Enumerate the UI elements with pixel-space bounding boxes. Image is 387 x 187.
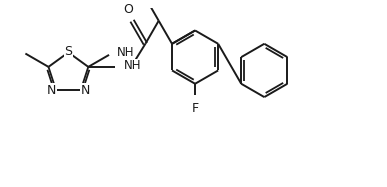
Text: N: N — [81, 84, 90, 97]
Text: NH: NH — [116, 47, 134, 59]
Text: F: F — [192, 102, 199, 115]
Text: N: N — [46, 84, 56, 97]
Text: O: O — [123, 3, 133, 16]
Text: NH: NH — [123, 59, 141, 72]
Text: S: S — [64, 45, 72, 58]
